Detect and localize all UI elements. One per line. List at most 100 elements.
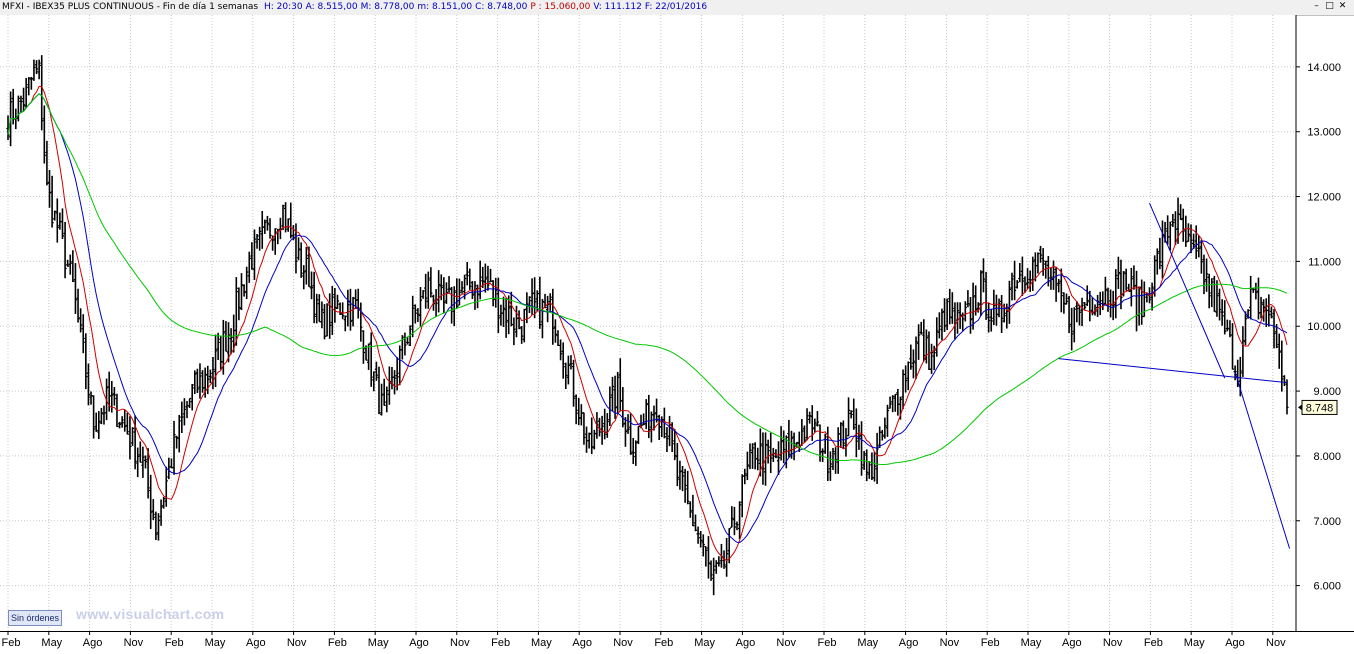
price-bar [865, 449, 869, 482]
price-bar [94, 412, 98, 432]
price-bar [1285, 379, 1289, 415]
price-bar [992, 289, 996, 326]
price-bar [385, 386, 389, 413]
price-bar [1116, 256, 1120, 289]
price-bar [97, 411, 101, 440]
restore-icon[interactable]: □ [1325, 1, 1334, 11]
price-bar [465, 262, 469, 286]
minimize-icon[interactable]: – [1314, 1, 1319, 11]
price-bar [732, 506, 737, 536]
price-bar [1064, 293, 1069, 305]
price-bar [968, 297, 973, 334]
price-bar [188, 397, 192, 409]
price-bar [117, 421, 122, 429]
price-bar [1225, 319, 1229, 332]
price-bar [574, 394, 578, 425]
trend-line[interactable] [1149, 202, 1226, 379]
trend-line[interactable] [1234, 372, 1291, 549]
price-bar [21, 87, 26, 112]
x-tick-label: May [41, 637, 62, 649]
watermark: www.visualchart.com [76, 606, 225, 622]
price-bar [372, 371, 376, 392]
price-bar [1025, 268, 1030, 290]
x-tick-label: Feb [328, 637, 347, 649]
price-bar [1280, 340, 1284, 392]
last-price-arrow-icon [1298, 404, 1302, 411]
price-bar [79, 308, 83, 333]
moving-average-line [7, 85, 1288, 562]
price-bar [312, 271, 316, 324]
price-bar [24, 77, 28, 109]
price-bar [63, 221, 67, 279]
price-bar [315, 293, 319, 324]
price-bar [1272, 309, 1276, 349]
orders-status-button[interactable]: Sin órdenes [8, 610, 63, 626]
price-bar [361, 330, 366, 364]
price-bar [543, 293, 547, 309]
price-bar [128, 416, 132, 460]
price-bar [745, 451, 749, 481]
x-tick-label: May [1184, 637, 1205, 649]
time-axis: Feb May Ago Nov Feb May Ago Nov Feb May Ago Nov Feb M… [0, 631, 1354, 650]
price-bar [974, 285, 978, 316]
price-bar [922, 319, 926, 362]
last-price-marker: 8.748 [1298, 399, 1338, 415]
price-bar [55, 198, 59, 243]
price-bar [76, 288, 80, 323]
price-bar [935, 317, 939, 357]
price-bar [1207, 273, 1211, 309]
price-bar [429, 267, 433, 298]
price-bar [548, 293, 552, 311]
price-bar [1210, 278, 1214, 308]
price-bar [839, 422, 843, 448]
trend-line[interactable] [1058, 358, 1288, 384]
plot-background [0, 15, 1296, 631]
price-bar [162, 496, 166, 509]
last-price-label: 8.748 [1306, 402, 1334, 414]
price-bar [538, 276, 542, 329]
price-bar [1114, 269, 1118, 319]
price-bar [252, 229, 257, 280]
price-bar [937, 312, 941, 339]
price-bar [504, 298, 508, 338]
price-bar [263, 219, 267, 234]
price-bar [177, 414, 181, 453]
y-tick-label: 8.000 [1313, 451, 1341, 463]
x-tick-label: Feb [165, 637, 184, 649]
price-bar [756, 447, 760, 471]
window-controls: – □ ✕ [1311, 1, 1348, 12]
x-tick-label: Ago [409, 637, 429, 649]
price-bar [1267, 294, 1271, 327]
price-bar [725, 537, 729, 577]
price-bar [654, 398, 659, 423]
price-bar [737, 501, 742, 540]
chart-area[interactable]: 6.000 7.000 8.000 9.000 10.000 11.000 12.000 13… [0, 15, 1354, 631]
price-bar [47, 169, 52, 208]
price-bar [665, 427, 669, 453]
price-bar [704, 546, 708, 567]
y-tick-label: 11.000 [1308, 256, 1341, 268]
price-bar [769, 432, 773, 474]
price-bar [1098, 291, 1102, 316]
price-bar [597, 417, 602, 437]
price-bar [618, 358, 622, 412]
price-bar [405, 336, 410, 345]
price-bar [73, 263, 78, 314]
price-bar [193, 370, 197, 395]
price-bar [475, 284, 480, 309]
price-bar [216, 332, 220, 360]
price-bar [1059, 268, 1063, 313]
price-bar [852, 398, 856, 430]
price-bar [880, 429, 884, 441]
price-bar [699, 531, 703, 548]
close-icon[interactable]: ✕ [1338, 1, 1347, 11]
x-tick-label: Feb [654, 637, 673, 649]
price-bar [945, 298, 949, 330]
price-bar [1012, 260, 1017, 301]
price-bar [1057, 278, 1061, 293]
header-field: A: 8.515,00 [305, 2, 358, 12]
price-bar [919, 321, 923, 335]
price-bar [590, 417, 594, 455]
x-tick-label: Nov [776, 637, 796, 649]
price-bar [364, 345, 368, 361]
